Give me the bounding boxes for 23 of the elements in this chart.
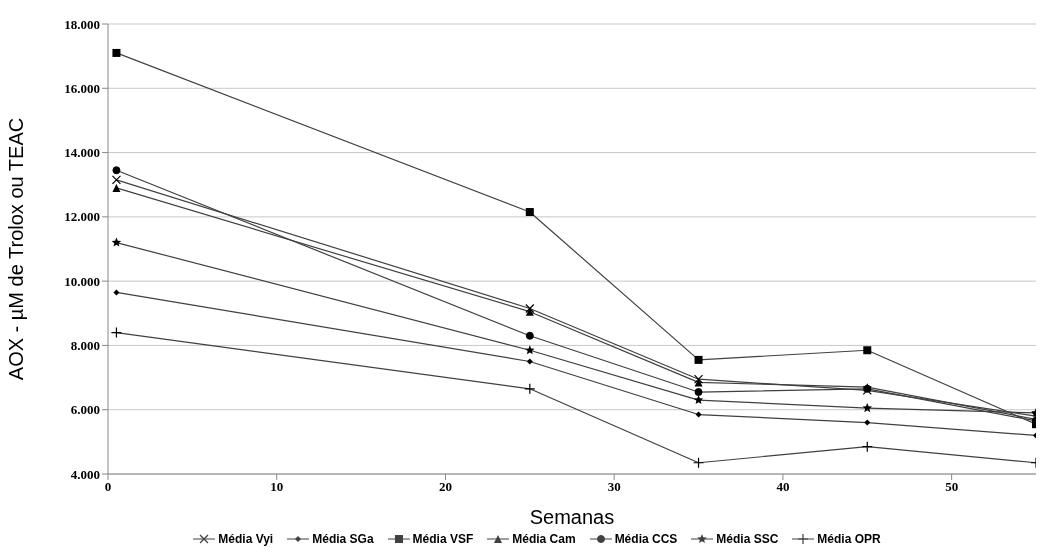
y-tick-label: 12.000: [64, 209, 100, 225]
y-tick-label: 10.000: [64, 273, 100, 289]
x-tick-label: 30: [607, 479, 621, 495]
legend-label: Média CCS: [613, 532, 678, 546]
y-axis-title: AOX - µM de Trolox ou TEAC: [5, 117, 28, 381]
x-tick-label: 20: [438, 479, 452, 495]
x-tick-label: 40: [776, 479, 790, 495]
legend-label: Média VSF: [411, 532, 474, 546]
y-tick-label: 8.000: [70, 338, 100, 354]
x-axis-title: Semanas: [529, 506, 615, 528]
legend-label: Média Vyi: [217, 532, 274, 546]
legend-label: Média Cam: [511, 532, 576, 546]
y-tick-label: 16.000: [64, 80, 100, 96]
x-tick-label: 10: [270, 479, 284, 495]
y-tick-label: 6.000: [70, 402, 100, 418]
y-tick-label: 18.000: [64, 16, 100, 32]
x-tick-label: 50: [945, 479, 959, 495]
legend-label: Média OPR: [816, 532, 881, 546]
y-tick-label: 14.000: [64, 145, 100, 161]
legend-label: Média SSC: [715, 532, 779, 546]
legend-label: Média SGa: [311, 532, 374, 546]
y-tick-label: 4.000: [70, 466, 100, 482]
x-tick-label: 0: [104, 479, 112, 495]
